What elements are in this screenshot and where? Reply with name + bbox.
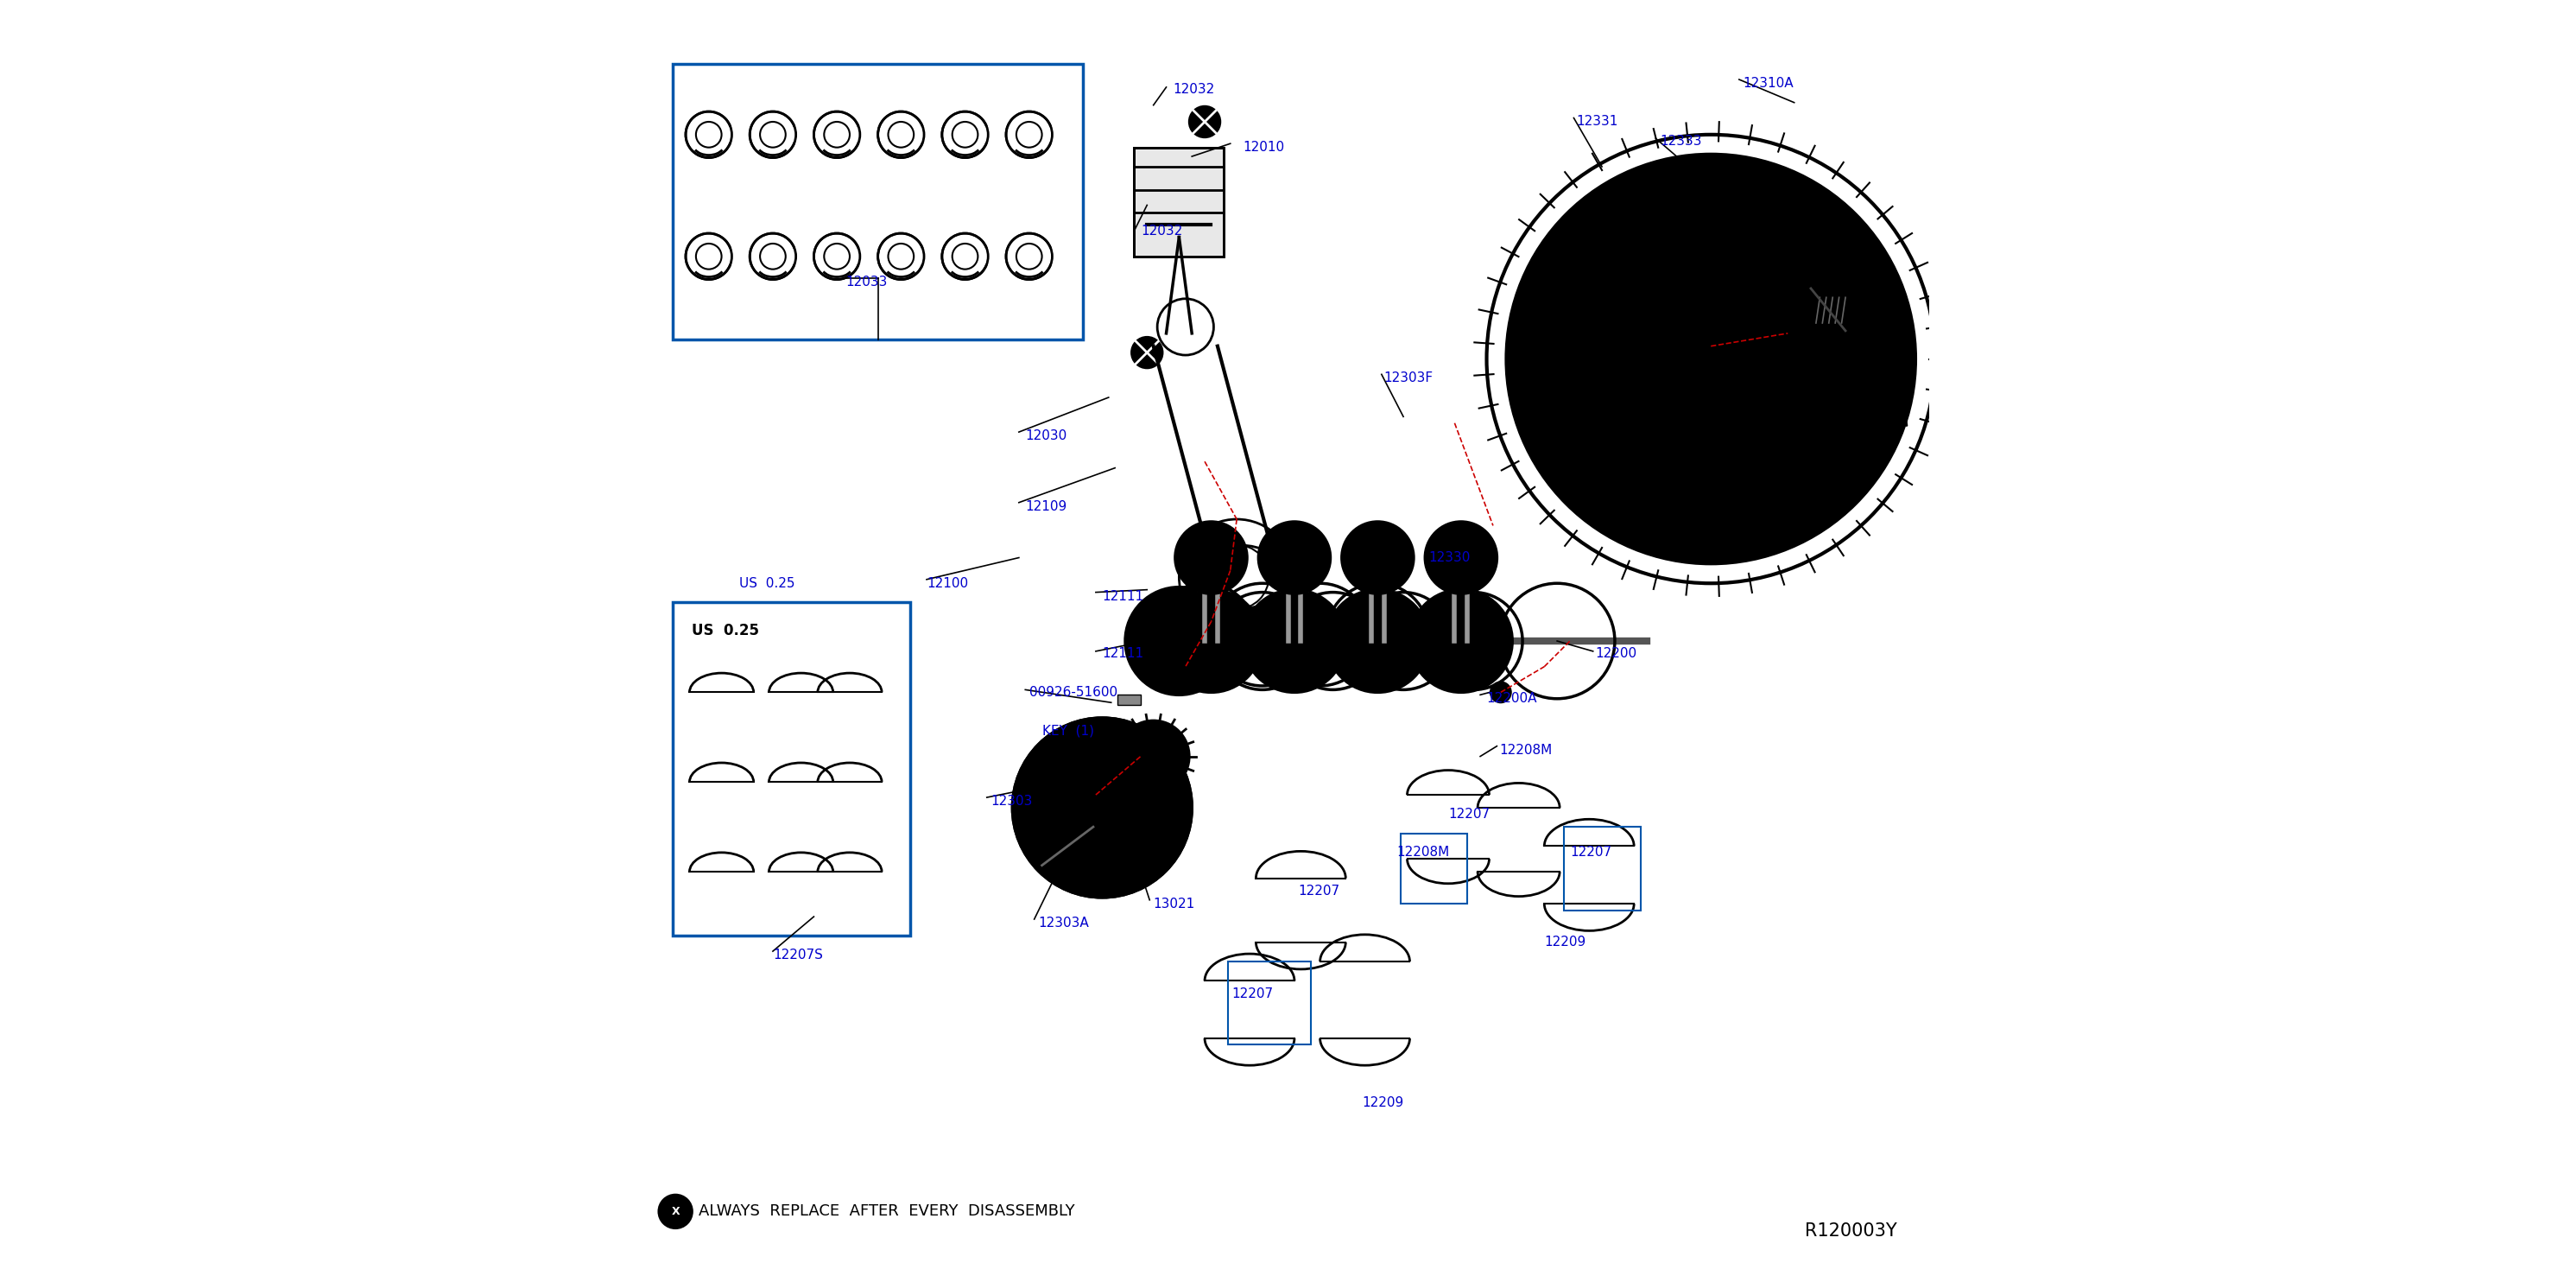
Text: 00926-51600: 00926-51600 xyxy=(1030,686,1118,699)
Text: 12200A: 12200A xyxy=(1486,692,1538,705)
Text: US  0.25: US 0.25 xyxy=(693,623,760,638)
Circle shape xyxy=(1672,320,1749,397)
Circle shape xyxy=(1558,336,1605,382)
Circle shape xyxy=(1139,741,1170,772)
Circle shape xyxy=(1777,427,1824,473)
Circle shape xyxy=(1492,682,1512,703)
Circle shape xyxy=(1816,336,1862,382)
Text: 12030: 12030 xyxy=(1025,429,1066,442)
Circle shape xyxy=(1783,333,1795,346)
Circle shape xyxy=(1126,587,1234,695)
Circle shape xyxy=(1620,346,1646,372)
Bar xyxy=(1401,833,1468,904)
Text: 12208M: 12208M xyxy=(1499,744,1553,756)
Text: 12207: 12207 xyxy=(1298,885,1340,897)
Text: 13021: 13021 xyxy=(1154,897,1195,910)
Circle shape xyxy=(1829,305,1842,318)
Text: FRONT: FRONT xyxy=(1855,328,1909,344)
Text: 12333: 12333 xyxy=(1659,135,1703,147)
Bar xyxy=(1564,827,1641,910)
Bar xyxy=(1229,962,1311,1045)
Text: 12032: 12032 xyxy=(1141,224,1182,237)
Text: 12303F: 12303F xyxy=(1383,372,1432,385)
Text: ALWAYS  REPLACE  AFTER  EVERY  DISASSEMBLY: ALWAYS REPLACE AFTER EVERY DISASSEMBLY xyxy=(698,1204,1074,1219)
Circle shape xyxy=(1342,522,1414,594)
Text: 12310A: 12310A xyxy=(1744,77,1793,90)
Circle shape xyxy=(1659,413,1685,438)
Bar xyxy=(672,603,909,936)
Text: KEY  (1): KEY (1) xyxy=(1041,724,1095,737)
Circle shape xyxy=(1244,590,1345,692)
Text: 12010: 12010 xyxy=(1244,141,1285,154)
Circle shape xyxy=(1736,279,1762,305)
Circle shape xyxy=(1687,464,1734,510)
Text: 12100: 12100 xyxy=(927,577,969,590)
Text: 12200: 12200 xyxy=(1595,647,1638,660)
Circle shape xyxy=(1829,362,1842,374)
Circle shape xyxy=(1118,720,1190,792)
Circle shape xyxy=(1327,590,1430,692)
Circle shape xyxy=(1659,279,1685,305)
Circle shape xyxy=(1844,333,1857,346)
Circle shape xyxy=(1687,208,1734,254)
Bar xyxy=(1133,147,1224,256)
Circle shape xyxy=(1260,522,1329,594)
Text: 12032: 12032 xyxy=(1172,83,1213,96)
Bar xyxy=(1133,147,1224,256)
Circle shape xyxy=(1159,590,1262,692)
Text: US  0.25: US 0.25 xyxy=(739,577,796,590)
Circle shape xyxy=(1425,522,1497,594)
Text: 12109: 12109 xyxy=(1025,500,1066,513)
Bar xyxy=(672,64,1082,340)
Text: 12111: 12111 xyxy=(1103,647,1144,660)
Circle shape xyxy=(1131,337,1162,368)
Circle shape xyxy=(659,1195,693,1228)
Circle shape xyxy=(1409,590,1512,692)
Text: 12207S: 12207S xyxy=(773,949,822,962)
Text: 12208M: 12208M xyxy=(1396,846,1450,859)
Text: 12207: 12207 xyxy=(1448,808,1489,820)
Circle shape xyxy=(1798,305,1811,318)
Circle shape xyxy=(1175,522,1247,594)
Circle shape xyxy=(1597,245,1643,291)
Text: X: X xyxy=(672,1206,680,1217)
Text: 12209: 12209 xyxy=(1363,1096,1404,1109)
Text: 12033: 12033 xyxy=(845,276,889,288)
Circle shape xyxy=(1079,785,1126,831)
Circle shape xyxy=(1597,427,1643,473)
Bar xyxy=(1118,695,1141,705)
Text: 12207: 12207 xyxy=(1569,846,1613,859)
Text: 12303: 12303 xyxy=(992,795,1033,808)
Circle shape xyxy=(1151,613,1208,669)
Circle shape xyxy=(1777,245,1824,291)
Circle shape xyxy=(1012,718,1193,897)
Text: 12111: 12111 xyxy=(1103,590,1144,603)
Circle shape xyxy=(1736,413,1762,438)
Circle shape xyxy=(1775,346,1801,372)
Text: 12303A: 12303A xyxy=(1038,917,1090,929)
Text: 12207: 12207 xyxy=(1231,987,1273,1000)
Circle shape xyxy=(1798,362,1811,374)
Circle shape xyxy=(1507,154,1917,564)
Text: 12330: 12330 xyxy=(1430,551,1471,564)
Text: 12209: 12209 xyxy=(1543,936,1587,949)
Text: 12331: 12331 xyxy=(1577,115,1618,128)
Circle shape xyxy=(1190,106,1221,137)
Text: R120003Y: R120003Y xyxy=(1806,1222,1896,1240)
